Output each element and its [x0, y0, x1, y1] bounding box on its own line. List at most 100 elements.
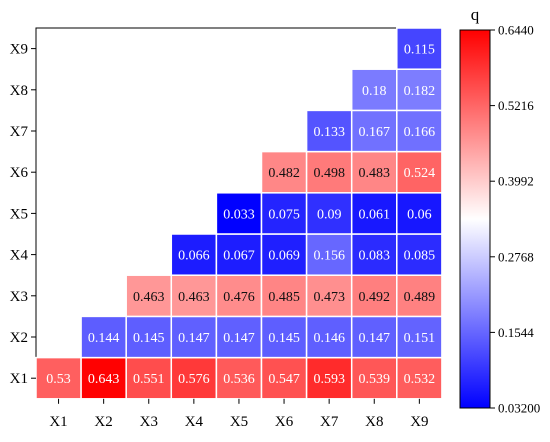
- cell-value-label: 0.144: [88, 331, 120, 346]
- heatmap-cell: [396, 150, 443, 194]
- heatmap-cell: [170, 315, 218, 359]
- cell-value-label: 0.593: [313, 372, 345, 387]
- heatmap-cells: 0.53 0.643 0.551 0.576 0.536 0.547 0.593 0.539 0…: [35, 27, 443, 400]
- cell-value-label: 0.156: [313, 249, 345, 264]
- cell-value-label: 0.085: [404, 249, 436, 264]
- cell-value-label: 0.146: [313, 331, 345, 346]
- colorbar-title: q: [471, 5, 480, 24]
- y-tick-label: X7: [10, 124, 29, 140]
- heatmap-cell: [305, 192, 353, 235]
- heatmap-cell: [215, 274, 263, 318]
- heatmap-cell: [396, 315, 443, 359]
- y-tick-label: X5: [10, 206, 28, 222]
- colorbar-tick-label: 0.1544: [498, 325, 534, 340]
- colorbar-tick-label: 0.2768: [498, 249, 534, 264]
- cell-value-label: 0.551: [133, 372, 165, 387]
- cell-value-label: 0.489: [404, 290, 436, 305]
- heatmap-cell: [305, 233, 353, 276]
- colorbar-tick-label: 0.3992: [498, 174, 534, 189]
- heatmap-cell: [260, 233, 308, 276]
- colorbar: q 0.6440 0.5216 0.3992 0.2768 0.1544 0.03200: [459, 5, 540, 416]
- cell-value-label: 0.463: [133, 290, 165, 305]
- cell-value-label: 0.576: [178, 372, 210, 387]
- cell-value-label: 0.061: [359, 207, 391, 222]
- heatmap-cell: [350, 274, 398, 318]
- heatmap-cell: [305, 150, 353, 194]
- y-tick-label: X4: [10, 248, 29, 264]
- cell-value-label: 0.147: [359, 331, 391, 346]
- y-axis: X1 X2 X3 X4 X5 X6 X7 X8 X9: [10, 42, 36, 387]
- cell-value-label: 0.473: [313, 290, 345, 305]
- cell-value-label: 0.066: [178, 249, 210, 264]
- x-axis: X1 X2 X3 X4 X5 X6 X7 X8 X9: [49, 398, 429, 430]
- y-tick-label: X8: [10, 83, 28, 99]
- heatmap-cell: [396, 109, 443, 153]
- cell-value-label: 0.033: [223, 207, 255, 222]
- heatmap-cell: [215, 356, 263, 400]
- y-tick-label: X1: [10, 371, 28, 387]
- heatmap-cell: [215, 315, 263, 359]
- cell-value-label: 0.167: [359, 125, 391, 140]
- cell-value-label: 0.083: [359, 249, 391, 264]
- cell-value-label: 0.166: [404, 125, 436, 140]
- cell-value-label: 0.524: [404, 166, 436, 181]
- heatmap-cell: [260, 274, 308, 318]
- x-tick-label: X4: [185, 414, 204, 430]
- heatmap-cell: [350, 233, 398, 276]
- x-tick-label: X2: [94, 414, 112, 430]
- heatmap-cell: [350, 150, 398, 194]
- colorbar-tick-label: 0.03200: [498, 401, 540, 416]
- cell-value-label: 0.53: [46, 372, 71, 387]
- cell-value-label: 0.482: [268, 166, 300, 181]
- x-tick-label: X5: [230, 414, 248, 430]
- y-tick-label: X6: [10, 165, 29, 181]
- heatmap-cell: [396, 68, 443, 112]
- cell-value-label: 0.069: [268, 249, 300, 264]
- heatmap-cell: [305, 109, 353, 153]
- cell-value-label: 0.147: [178, 331, 210, 346]
- colorbar-gradient: [459, 29, 491, 409]
- cell-value-label: 0.147: [223, 331, 255, 346]
- heatmap-cell: [80, 315, 127, 359]
- colorbar-tick-label: 0.5216: [498, 98, 534, 113]
- cell-value-label: 0.18: [362, 84, 387, 99]
- cell-value-label: 0.643: [88, 372, 120, 387]
- cell-value-label: 0.182: [404, 84, 436, 99]
- colorbar-tick-label: 0.6440: [498, 23, 534, 38]
- x-tick-label: X7: [320, 414, 339, 430]
- cell-value-label: 0.485: [268, 290, 300, 305]
- heatmap-cell: [125, 274, 173, 318]
- heatmap-cell: [396, 192, 443, 235]
- cell-value-label: 0.463: [178, 290, 210, 305]
- cell-value-label: 0.536: [223, 372, 255, 387]
- colorbar-ticks: 0.6440 0.5216 0.3992 0.2768 0.1544 0.03200: [490, 23, 540, 416]
- cell-value-label: 0.476: [223, 290, 255, 305]
- y-tick-label: X2: [10, 330, 28, 346]
- x-tick-label: X3: [140, 414, 158, 430]
- cell-value-label: 0.483: [359, 166, 391, 181]
- x-tick-label: X8: [365, 414, 383, 430]
- x-tick-label: X9: [410, 414, 428, 430]
- heatmap-cell: [260, 315, 308, 359]
- cell-value-label: 0.547: [268, 372, 300, 387]
- heatmap-cell: [170, 233, 218, 276]
- cell-value-label: 0.133: [313, 125, 345, 140]
- heatmap-cell: [260, 192, 308, 235]
- cell-value-label: 0.115: [404, 43, 435, 58]
- cell-value-label: 0.06: [407, 207, 432, 222]
- y-tick-label: X3: [10, 289, 28, 305]
- heatmap-cell: [396, 27, 443, 70]
- x-tick-label: X6: [275, 414, 294, 430]
- x-tick-label: X1: [49, 414, 67, 430]
- cell-value-label: 0.532: [404, 372, 436, 387]
- cell-value-label: 0.145: [268, 331, 300, 346]
- cell-value-label: 0.492: [359, 290, 391, 305]
- cell-value-label: 0.539: [359, 372, 391, 387]
- cell-value-label: 0.145: [133, 331, 165, 346]
- cell-value-label: 0.09: [317, 207, 342, 222]
- cell-value-label: 0.067: [223, 249, 255, 264]
- cell-value-label: 0.075: [268, 207, 300, 222]
- cell-value-label: 0.151: [404, 331, 436, 346]
- heatmap-cell: [215, 192, 263, 235]
